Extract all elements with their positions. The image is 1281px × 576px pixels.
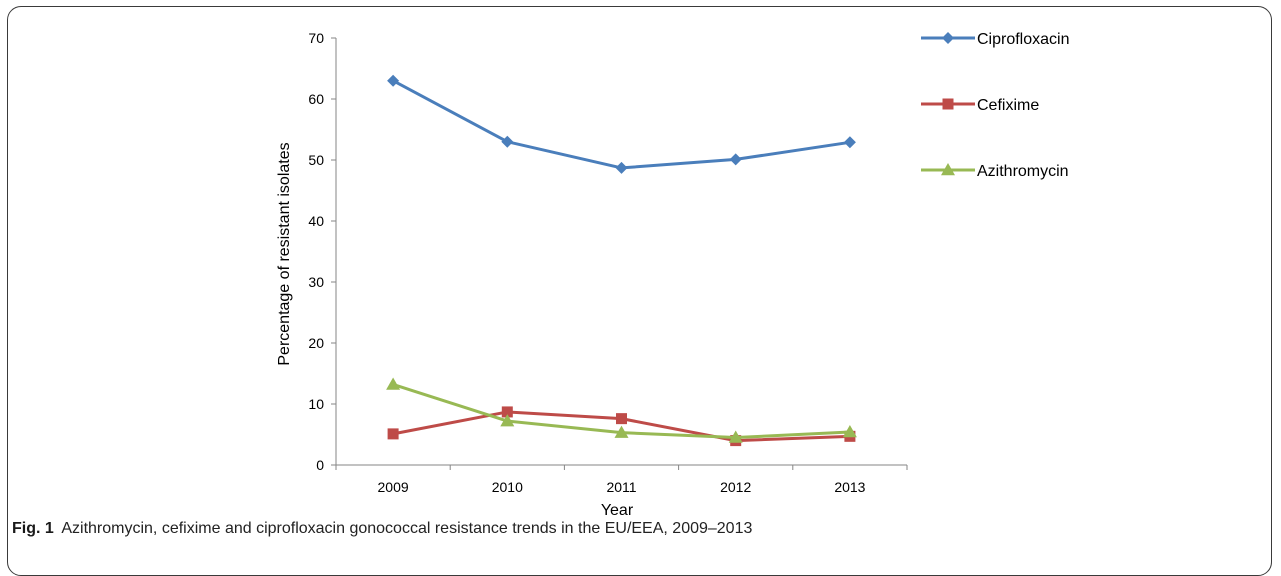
x-tick-label: 2012 (720, 479, 751, 495)
legend-label: Azithromycin (977, 163, 1069, 180)
y-tick-label: 30 (308, 274, 324, 290)
data-point-azithromycin (614, 425, 629, 438)
y-axis-title: Percentage of resistant isolates (276, 142, 293, 365)
y-tick-label: 60 (308, 91, 324, 107)
series-ciprofloxacin (387, 74, 856, 174)
data-point-cefixime (387, 428, 399, 440)
legend-marker (941, 163, 955, 176)
legend: Ciprofloxacin Cefixime Azithromycin (921, 31, 1069, 180)
x-tick-label: 2011 (606, 479, 636, 495)
x-tick-label: 2009 (378, 479, 409, 495)
legend-item-azithromycin: Azithromycin (921, 163, 1069, 180)
legend-item-cefixime: Cefixime (921, 97, 1039, 114)
series-azithromycin (386, 377, 857, 443)
x-tick-label: 2010 (492, 479, 523, 495)
legend-label: Ciprofloxacin (977, 31, 1069, 48)
series-line-ciprofloxacin (392, 79, 851, 170)
line-chart: 0 10 20 30 40 50 60 70 2009 2010 2011 2012 2013 Cip… (276, 30, 1069, 515)
x-axis-title: Year (601, 502, 634, 515)
y-tick-label: 50 (308, 152, 324, 168)
x-tick-label: 2013 (834, 479, 865, 495)
data-point-cefixime (616, 413, 627, 425)
data-point-ciprofloxacin (615, 161, 628, 174)
y-tick-label: 40 (308, 213, 324, 229)
y-tick-label: 20 (308, 335, 324, 351)
y-tick-label: 0 (316, 457, 324, 473)
figure-caption: Fig. 1 Azithromycin, cefixime and ciprof… (12, 520, 752, 538)
data-point-ciprofloxacin (729, 153, 742, 166)
data-point-azithromycin (728, 430, 743, 443)
data-point-azithromycin (500, 414, 515, 427)
data-point-ciprofloxacin (387, 74, 400, 87)
data-point-ciprofloxacin (501, 135, 514, 148)
figure-label: Fig. 1 (12, 520, 54, 537)
data-point-azithromycin (386, 377, 401, 390)
data-point-ciprofloxacin (843, 136, 856, 149)
legend-item-ciprofloxacin: Ciprofloxacin (921, 31, 1069, 48)
data-point-cefixime (501, 406, 513, 418)
legend-marker (942, 98, 954, 110)
legend-marker (942, 32, 954, 44)
legend-label: Cefixime (977, 97, 1039, 114)
data-point-azithromycin (842, 425, 857, 438)
y-axis: 0 10 20 30 40 50 60 70 (308, 30, 337, 473)
figure-caption-text: Azithromycin, cefixime and ciprofloxacin… (61, 520, 753, 537)
y-tick-label: 10 (308, 396, 324, 412)
x-axis: 2009 2010 2011 2012 2013 (335, 464, 908, 495)
y-tick-label: 70 (308, 30, 324, 46)
series-layer (386, 74, 857, 447)
